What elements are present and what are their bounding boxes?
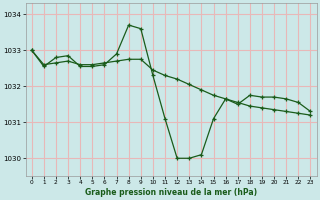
X-axis label: Graphe pression niveau de la mer (hPa): Graphe pression niveau de la mer (hPa) bbox=[85, 188, 257, 197]
